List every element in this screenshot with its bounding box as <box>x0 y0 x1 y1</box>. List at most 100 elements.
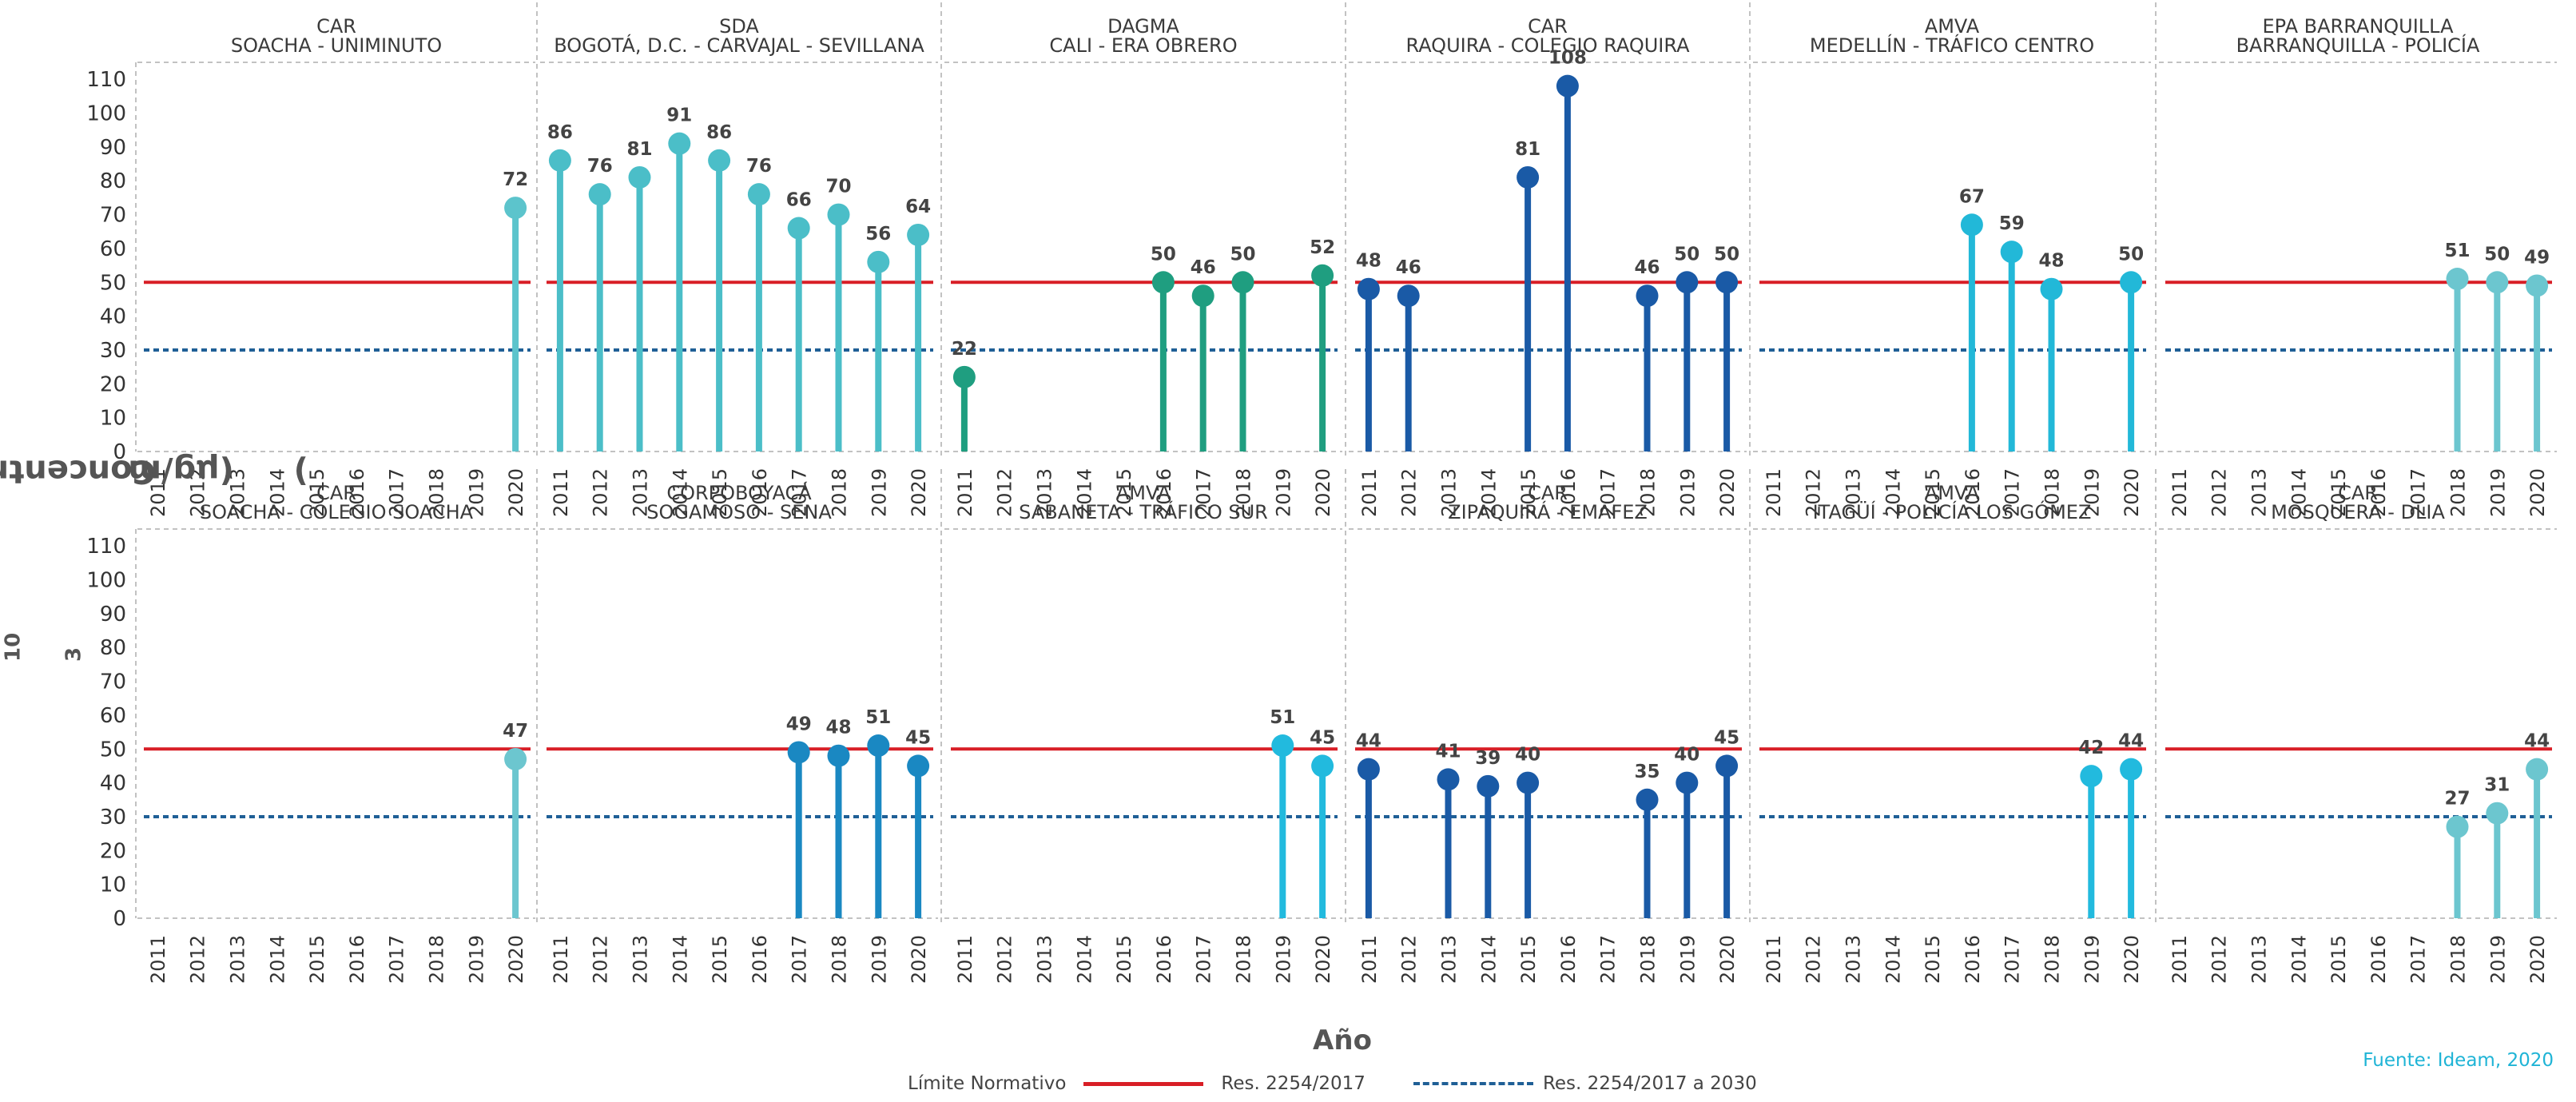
x-tick-label: 2020 <box>908 468 930 517</box>
legend-dashed-swatch <box>1413 1082 1533 1085</box>
x-tick-label: 2018 <box>426 468 448 517</box>
facet-station: RAQUIRA - COLEGIO RAQUIRA <box>1405 34 1690 57</box>
x-tick-label: 2014 <box>669 935 691 984</box>
x-tick-label: 2016 <box>346 935 368 984</box>
x-tick-label: 2020 <box>2121 468 2143 517</box>
value-label: 70 <box>825 177 851 197</box>
facet-authority: AMVA <box>1116 482 1171 504</box>
value-label: 50 <box>2118 244 2144 265</box>
x-tick-label: 2014 <box>266 935 288 984</box>
x-tick-label: 2020 <box>1716 468 1739 517</box>
x-tick-label: 2017 <box>2002 468 2024 517</box>
x-tick-label: 2012 <box>1803 468 1825 517</box>
lollipop-point <box>867 734 890 758</box>
y-tick-label: 80 <box>100 169 126 193</box>
lollipop-point <box>1556 74 1579 97</box>
x-tick-label: 2012 <box>1398 468 1421 517</box>
x-tick-label: 2012 <box>590 935 612 984</box>
x-tick-label: 2013 <box>227 468 249 517</box>
x-tick-label: 2017 <box>2002 935 2024 984</box>
y-tick-label: 90 <box>100 136 126 160</box>
lollipop-point <box>504 747 527 770</box>
y-tick-label: 30 <box>100 806 126 829</box>
lollipop-point <box>1960 213 1983 237</box>
x-tick-label: 2020 <box>1716 935 1739 984</box>
x-tick-label: 2016 <box>2367 935 2390 984</box>
value-label: 51 <box>2444 241 2470 261</box>
x-tick-label: 2014 <box>1882 468 1904 517</box>
lollipop-point <box>2080 765 2103 788</box>
x-tick-label: 2020 <box>2121 935 2143 984</box>
x-tick-label: 2015 <box>709 935 731 984</box>
x-tick-label: 2018 <box>829 935 851 984</box>
x-tick-label: 2011 <box>1358 935 1381 984</box>
x-tick-label: 2017 <box>1193 935 1215 984</box>
lollipop-point <box>1517 771 1540 794</box>
value-label: 39 <box>1475 748 1501 769</box>
y-tick-label: 110 <box>86 68 126 92</box>
value-label: 44 <box>1356 731 1381 752</box>
lollipop-point <box>628 165 651 189</box>
lollipop-point <box>787 741 810 764</box>
lollipop-point <box>827 203 850 226</box>
x-tick-label: 2013 <box>2248 468 2271 517</box>
y-tick-label: 40 <box>100 305 126 329</box>
x-tick-label: 2019 <box>465 468 487 517</box>
x-tick-label: 2018 <box>2041 468 2064 517</box>
lollipop-point <box>2486 271 2509 294</box>
value-label: 52 <box>1310 237 1335 258</box>
facet-station: MEDELLÍN - TRÁFICO CENTRO <box>1810 34 2094 57</box>
x-tick-label: 2015 <box>306 468 328 517</box>
y-axis-title: Concentración de PM10 (µg/m3) <box>0 112 308 831</box>
value-label: 59 <box>1999 213 2025 234</box>
facet-authority: EPA BARRANQUILLA <box>2262 15 2454 38</box>
facet-authority: CAR <box>1528 482 1568 504</box>
x-tick-label: 2019 <box>2487 468 2509 517</box>
y-tick-label: 10 <box>100 873 126 897</box>
value-label: 67 <box>1959 186 1985 207</box>
x-tick-label: 2013 <box>630 468 652 517</box>
y-tick-label: 50 <box>100 271 126 295</box>
value-label: 76 <box>587 156 613 177</box>
x-tick-label: 2014 <box>266 468 288 517</box>
lollipop-point <box>907 223 930 246</box>
x-tick-label: 2018 <box>2447 468 2470 517</box>
x-tick-label: 2012 <box>994 468 1016 517</box>
x-tick-label: 2011 <box>550 468 572 517</box>
x-tick-label: 2015 <box>709 468 731 517</box>
legend-title: Límite Normativo <box>908 1073 1067 1094</box>
lollipop-point <box>2120 271 2143 294</box>
lollipop-point <box>1311 264 1334 287</box>
x-tick-label: 2016 <box>346 468 368 517</box>
lollipop-point <box>1191 284 1214 308</box>
y-tick-label: 50 <box>100 738 126 762</box>
lollipop-point <box>668 132 691 155</box>
legend-dashed-label: Res. 2254/2017 a 2030 <box>1542 1073 1757 1094</box>
y-axis-title-sup: 3 <box>62 647 86 662</box>
x-tick-label: 2020 <box>505 468 527 517</box>
lollipop-point <box>1676 271 1699 294</box>
x-tick-label: 2015 <box>1517 468 1540 517</box>
x-tick-label: 2019 <box>1676 468 1699 517</box>
x-tick-label: 2019 <box>868 935 890 984</box>
value-label: 45 <box>1714 727 1739 748</box>
legend: Límite Normativo Res. 2254/2017 Res. 225… <box>908 1073 1757 1094</box>
value-label: 50 <box>1714 244 1739 265</box>
lollipop-point <box>1437 768 1460 791</box>
x-tick-label: 2015 <box>306 935 328 984</box>
x-tick-label: 2018 <box>829 468 851 517</box>
x-tick-label: 2014 <box>2288 935 2310 984</box>
lollipop-point <box>1311 754 1334 778</box>
x-tick-label: 2016 <box>749 935 771 984</box>
y-tick-label: 70 <box>100 204 126 228</box>
lollipop-point <box>867 250 890 273</box>
y-tick-label: 10 <box>100 407 126 431</box>
x-tick-label: 2012 <box>1803 935 1825 984</box>
y-tick-label: 60 <box>100 704 126 728</box>
y-tick-label: 20 <box>100 372 126 396</box>
x-tick-label: 2014 <box>1073 935 1095 984</box>
value-label: 45 <box>905 727 931 748</box>
facet-station: BOGOTÁ, D.C. - CARVAJAL - SEVILLANA <box>554 34 924 57</box>
facet-station: SABANETA - TRÁFICO SUR <box>1019 500 1268 523</box>
